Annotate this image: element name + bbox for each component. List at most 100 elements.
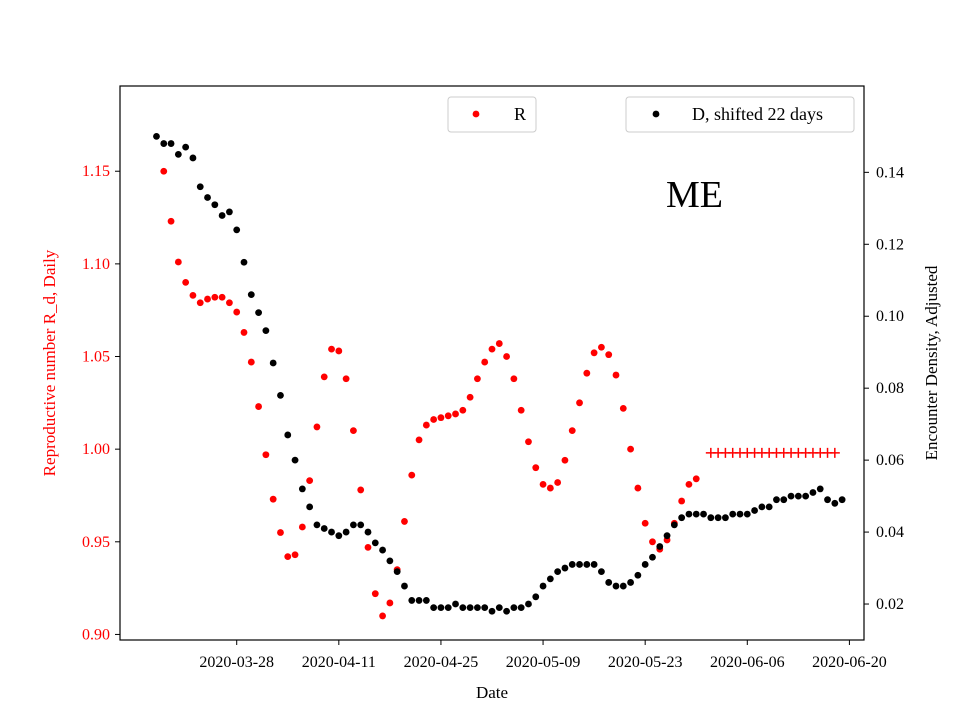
density-point	[277, 391, 284, 399]
density-point	[641, 561, 649, 568]
r-point	[350, 427, 357, 435]
density-point	[204, 194, 211, 201]
r-point	[692, 475, 700, 483]
y-left-tick-label: 0.95	[82, 534, 110, 551]
density-point	[196, 183, 204, 191]
r-point	[371, 590, 379, 598]
x-tick-label: 2020-05-09	[506, 654, 581, 671]
r-point	[634, 484, 642, 492]
density-point	[554, 568, 562, 576]
r-point	[532, 464, 540, 472]
density-point	[306, 503, 314, 511]
density-point	[386, 557, 394, 565]
density-point	[824, 496, 831, 504]
density-point	[700, 510, 707, 518]
density-point	[773, 496, 780, 504]
r-point	[247, 358, 255, 366]
density-point	[568, 561, 576, 568]
r-point	[685, 480, 693, 488]
r-point	[240, 329, 248, 336]
density-point	[313, 521, 321, 529]
density-point	[364, 528, 372, 536]
y-left-tick-label: 1.15	[82, 163, 110, 180]
r-point	[503, 353, 510, 360]
density-point	[444, 604, 452, 612]
r-point	[627, 445, 634, 453]
r-point	[189, 291, 197, 299]
density-point	[546, 575, 554, 583]
r-point	[160, 167, 168, 175]
legend-r-label: R	[514, 104, 526, 124]
density-point	[517, 604, 525, 612]
r-point	[182, 279, 190, 286]
r-point	[284, 553, 292, 561]
r-point	[196, 299, 204, 307]
density-point	[247, 291, 255, 299]
r-point	[306, 477, 314, 485]
density-point	[590, 561, 598, 568]
r-point	[576, 399, 583, 407]
r-point	[174, 258, 182, 266]
density-point	[736, 510, 744, 518]
density-point	[379, 546, 386, 554]
r-point	[218, 293, 226, 301]
density-point	[393, 568, 401, 576]
density-point	[481, 604, 489, 612]
density-point	[787, 492, 795, 500]
density-point	[794, 492, 802, 500]
ticks-layer: 2020-03-28 2020-04-11 2020-04-25 2020-05-09…	[82, 163, 904, 671]
r-point	[408, 471, 416, 479]
y-right-tick-label: 0.02	[876, 596, 904, 613]
density-point	[174, 150, 182, 158]
x-tick-label: 2020-04-11	[302, 654, 376, 671]
density-point	[422, 597, 430, 604]
density-point	[415, 597, 423, 604]
density-point	[729, 510, 737, 518]
density-point	[255, 309, 262, 317]
density-point	[495, 604, 503, 612]
density-point	[503, 607, 510, 615]
r-point	[379, 612, 386, 620]
density-point	[335, 532, 343, 540]
r-point	[269, 495, 277, 503]
density-point	[539, 582, 547, 590]
r-point	[328, 345, 335, 353]
r-point	[590, 349, 598, 357]
density-point	[525, 600, 532, 608]
r-point	[649, 538, 656, 546]
density-point	[298, 485, 306, 493]
state-annotation: ME	[666, 174, 723, 216]
density-point	[598, 568, 605, 576]
density-point	[612, 582, 620, 590]
y-right-tick-label: 0.08	[876, 380, 904, 397]
density-point	[240, 258, 248, 266]
r-point	[204, 295, 211, 303]
density-point	[649, 553, 656, 561]
density-point	[371, 539, 379, 547]
density-point	[561, 564, 569, 572]
y-right-tick-label: 0.14	[876, 164, 904, 181]
y-right-tick-label: 0.12	[876, 236, 904, 253]
series-0	[160, 167, 700, 620]
density-point	[153, 132, 160, 140]
x-tick-label: 2020-06-20	[812, 654, 887, 671]
r-point	[342, 375, 350, 383]
density-point	[430, 604, 438, 612]
r-point	[233, 308, 241, 316]
r-point	[452, 410, 459, 418]
density-point	[743, 510, 751, 518]
r-point	[605, 351, 613, 359]
r-point	[444, 412, 452, 420]
legend-d-label: D, shifted 22 days	[692, 104, 823, 124]
density-point	[182, 143, 190, 151]
density-point	[656, 543, 664, 550]
r-point	[364, 543, 372, 551]
r-point	[510, 375, 518, 383]
density-point	[619, 582, 627, 590]
r-point	[211, 293, 219, 301]
density-point	[678, 514, 686, 522]
r-point	[678, 497, 686, 505]
r-point	[430, 416, 438, 423]
density-point	[408, 597, 416, 604]
